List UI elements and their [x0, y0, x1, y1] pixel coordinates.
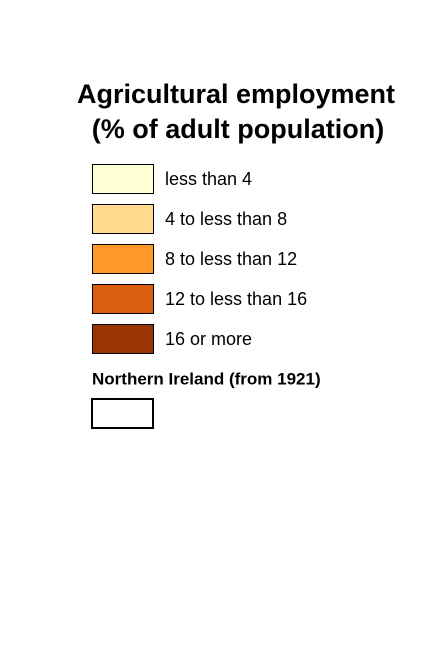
legend-swatch: [92, 164, 154, 194]
legend-label: less than 4: [165, 169, 252, 189]
title-line: Agricultural employment: [77, 79, 395, 109]
legend-label: 12 to less than 16: [165, 289, 307, 309]
region-label: Northern Ireland (from 1921): [92, 369, 321, 388]
title-line: (% of adult population): [92, 114, 384, 144]
legend-swatch: [92, 244, 154, 274]
legend-label: 8 to less than 12: [165, 249, 297, 269]
legend-label: 16 or more: [165, 329, 252, 349]
legend-swatch: [92, 324, 154, 354]
legend-swatch: [92, 284, 154, 314]
legend-label: 4 to less than 8: [165, 209, 287, 229]
legend-swatch: [92, 204, 154, 234]
region-swatch: [91, 398, 154, 429]
